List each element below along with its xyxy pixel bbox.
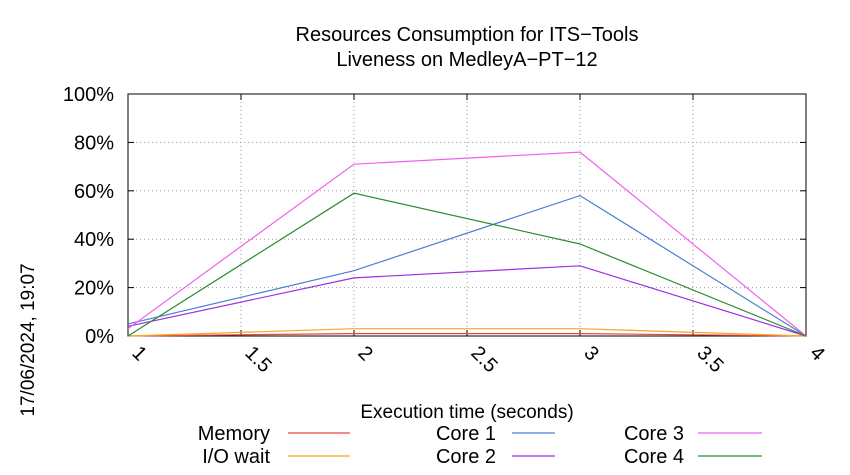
x-tick-label: 2.5 [466,342,501,377]
y-tick-labels: 0% 20% 40% 60% 80% 100% [63,84,114,348]
y-tick-label: 60% [74,181,114,203]
series-line-core-4 [127,192,807,337]
y-tick-label: 100% [63,84,114,106]
legend-label: Memory [198,423,270,445]
legend-label: I/O wait [202,446,270,468]
x-tick-label: 2 [353,342,376,365]
series-line-core-3 [127,151,807,337]
chart-title: Resources Consumption for ITS−Tools [296,24,639,46]
legend-label: Core 1 [436,423,496,445]
x-tick-label: 4 [805,342,828,365]
series-lines [127,151,807,337]
x-tick-labels: 1 1.5 2 2.5 3 3.5 4 [127,342,828,377]
series-line-memory [127,333,807,337]
series-line-i-o-wait [127,328,807,337]
y-tick-label: 80% [74,132,114,154]
legend-label: Core 3 [624,423,684,445]
x-tick-label: 1.5 [240,342,275,377]
axes [127,93,807,337]
grid-lines [128,94,806,336]
y-tick-label: 20% [74,278,114,300]
legend-label: Core 2 [436,446,496,468]
series-line-core-2 [127,265,807,337]
y-tick-label: 0% [85,326,114,348]
x-tick-label: 3.5 [692,342,727,377]
series-line-core-1 [127,194,807,337]
plot-frame [127,93,807,337]
chart-subtitle: Liveness on MedleyA−PT−12 [336,49,597,71]
x-tick-label: 3 [579,342,602,365]
legend-label: Core 4 [624,446,684,468]
x-tick-label: 1 [127,342,150,365]
timestamp-label: 17/06/2024, 19:07 [18,263,39,416]
y-tick-label: 40% [74,229,114,251]
x-axis-label: Execution time (seconds) [360,402,573,423]
